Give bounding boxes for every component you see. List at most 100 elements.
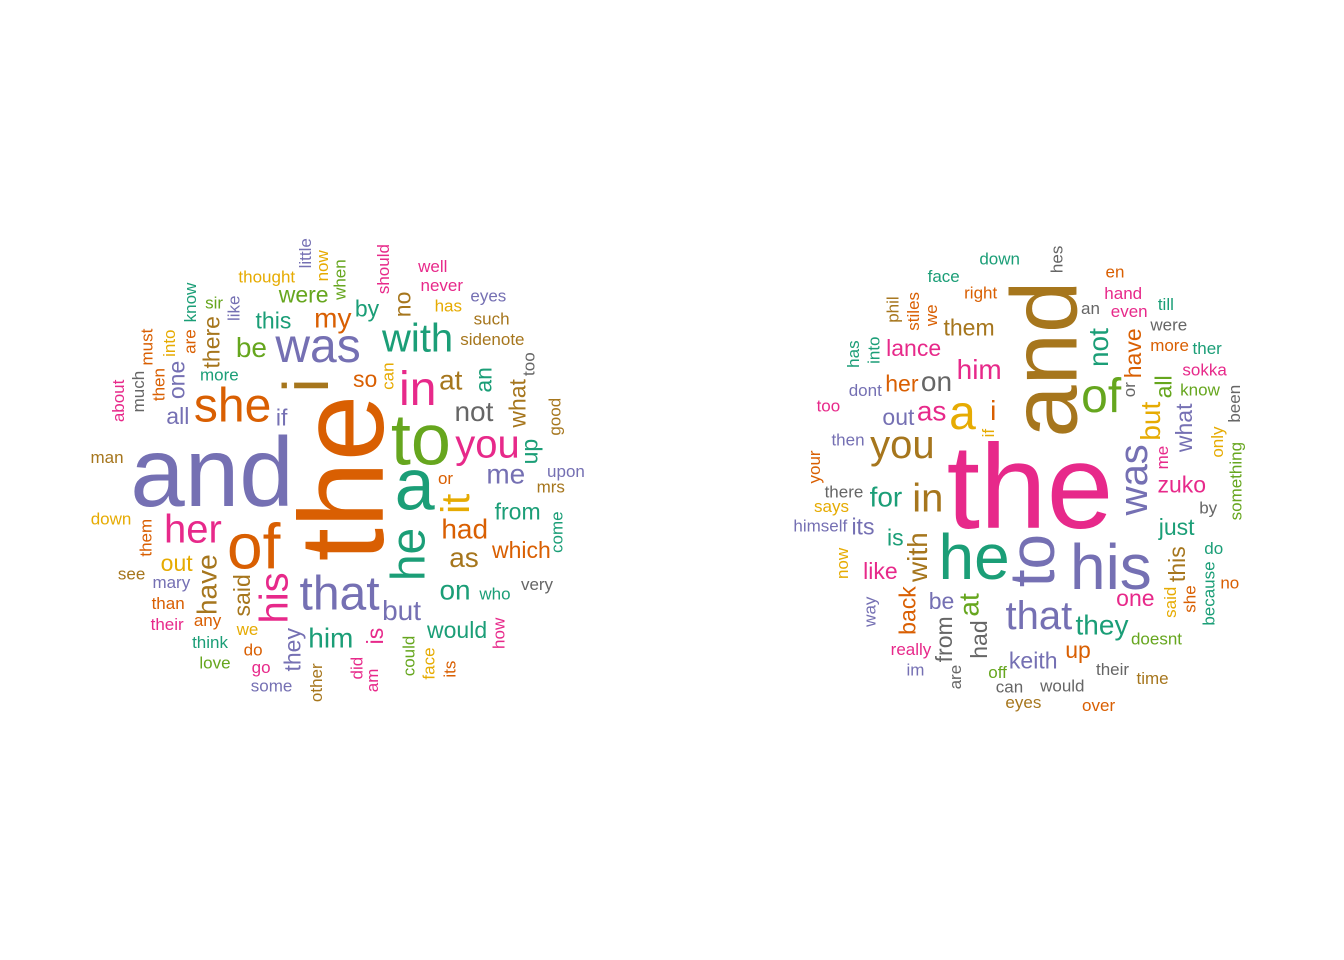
wordcloud-left-word: sidenote xyxy=(460,330,524,349)
wordcloud-right-word: doesnt xyxy=(1131,630,1182,649)
wordcloud-right-word: eyes xyxy=(1005,693,1041,712)
wordcloud-left-word: upon xyxy=(547,462,585,481)
wordcloud-right-word: no xyxy=(1220,573,1239,592)
wordcloud-right-word: even xyxy=(1111,302,1148,321)
wordcloud-left-word: or xyxy=(438,469,453,488)
wordcloud-left-word: there xyxy=(199,316,225,368)
wordcloud-right-word: their xyxy=(1096,660,1129,679)
wordcloud-left-word: do xyxy=(244,641,263,660)
wordcloud-right-word: hand xyxy=(1104,284,1142,303)
wordcloud-left-word: up xyxy=(517,439,543,465)
wordcloud-right-word: he xyxy=(939,521,1010,593)
wordcloud-right-word: says xyxy=(814,497,849,516)
wordcloud-left-word: down xyxy=(91,509,132,528)
wordcloud-left-word: out xyxy=(161,550,194,576)
wordcloud-right-word: and xyxy=(991,281,1096,438)
wordcloud-right-word: of xyxy=(1081,370,1122,423)
wordcloud-left-word: no xyxy=(389,292,415,318)
wordcloud-right-word: now xyxy=(833,547,852,579)
wordcloud-right-word: en xyxy=(1105,263,1124,282)
wordcloud-left-word: her xyxy=(164,508,222,552)
wordcloud-left-word: they xyxy=(280,628,306,672)
wordcloud-right-word: this xyxy=(1164,546,1190,582)
wordcloud-right-word: what xyxy=(1171,403,1197,453)
wordcloud-right-word: right xyxy=(964,284,997,303)
wordcloud-right-word: by xyxy=(1199,499,1217,518)
wordcloud-left-word: love xyxy=(199,653,230,672)
wordcloud-right-word: at xyxy=(953,593,984,617)
wordcloud-left-word: one xyxy=(163,361,189,399)
wordcloud-right-word: off xyxy=(988,663,1007,682)
wordcloud-left-word: she xyxy=(194,379,271,432)
wordcloud-left-word: it xyxy=(434,494,478,514)
wordcloud-left-word: if xyxy=(276,405,288,431)
wordcloud-right-word: not xyxy=(1083,328,1114,367)
wordcloud-left-word: but xyxy=(382,595,421,626)
wordcloud-right-word: them xyxy=(943,315,994,341)
wordcloud-left-word: any xyxy=(194,611,222,630)
wordcloud-right-word: up xyxy=(1065,637,1091,663)
wordcloud-left-word: on xyxy=(439,575,470,606)
wordcloud-right-word: has xyxy=(844,340,863,367)
wordcloud-right-word: ther xyxy=(1193,339,1223,358)
wordcloud-left-word: of xyxy=(227,510,281,582)
wordcloud-left-word: into xyxy=(160,329,179,356)
wordcloud-left-word: my xyxy=(314,303,351,334)
wordcloud-left-word: well xyxy=(417,257,447,276)
wordcloud-left-word: had xyxy=(441,514,488,545)
wordcloud-left-word: them xyxy=(136,519,155,557)
wordcloud-left-word: to xyxy=(391,401,451,481)
wordcloud-right-word: her xyxy=(885,370,919,396)
wordcloud-right-word: more xyxy=(1150,336,1189,355)
wordcloud-right-word: is xyxy=(887,524,904,550)
wordcloud-right-word: can xyxy=(996,678,1023,697)
wordcloud-right-word: an xyxy=(1081,299,1100,318)
wordcloud-left-word: be xyxy=(236,332,267,363)
wordcloud-right-word: too xyxy=(817,397,841,416)
wordcloud-right-word: stiles xyxy=(904,292,923,331)
wordcloud-left-word: are xyxy=(181,329,200,354)
wordcloud-left-word: the xyxy=(275,395,409,562)
wordcloud-left-word: and xyxy=(130,417,294,527)
wordcloud-right-word: there xyxy=(825,483,864,502)
wordcloud-left-word: as xyxy=(449,542,479,573)
wordcloud-right-word: said xyxy=(1161,587,1180,618)
wordcloud-left-word: so xyxy=(353,366,377,392)
wordcloud-right-word: be xyxy=(929,588,955,614)
wordcloud-right-word: phil xyxy=(884,296,903,322)
wordcloud-left-word: never xyxy=(421,276,464,295)
wordcloud-left-word: mrs xyxy=(537,477,565,496)
wordcloud-left-word: a xyxy=(395,446,436,526)
wordcloud-left-word: eyes xyxy=(470,287,506,306)
wordcloud-left-word: go xyxy=(252,658,271,677)
wordcloud-left-word: all xyxy=(166,403,189,429)
wordcloud-right-word: they xyxy=(1076,610,1129,641)
wordcloud-right-word: would xyxy=(1039,677,1084,696)
wordcloud-right-word: into xyxy=(864,336,883,363)
wordcloud-right-word: time xyxy=(1136,669,1168,688)
wordcloud-left-word: that xyxy=(300,568,380,621)
wordcloud-left-word: who xyxy=(478,585,510,604)
wordcloud-left-word: other xyxy=(307,663,326,702)
wordcloud-right-word: like xyxy=(863,558,898,584)
wordcloud-right-word: do xyxy=(1204,539,1223,558)
wordcloud-left-word: like xyxy=(225,296,244,322)
wordcloud-right-word: a xyxy=(949,387,976,440)
wordcloud-left-word: some xyxy=(251,677,293,696)
wordcloud-left-word: when xyxy=(331,259,350,301)
wordcloud-right-word: really xyxy=(891,640,932,659)
wordcloud-right-word: because xyxy=(1200,561,1219,625)
wordcloud-left-word: with xyxy=(381,317,453,361)
wordcloud-right-word: the xyxy=(947,420,1114,554)
wordcloud-right-word: are xyxy=(946,665,965,690)
wordcloud-right-word: me xyxy=(1153,446,1172,470)
wordcloud-left-word: me xyxy=(486,458,525,489)
wordcloud-left-word: said xyxy=(229,574,255,616)
wordcloud-right-word: lance xyxy=(886,335,941,361)
wordcloud-right-word: hes xyxy=(1047,246,1066,273)
wordcloud-right-word: with xyxy=(902,532,933,583)
wordcloud-right-word: till xyxy=(1158,295,1174,314)
wordcloud-left-word: than xyxy=(152,594,185,613)
wordcloud-right-word: to xyxy=(996,534,1068,587)
